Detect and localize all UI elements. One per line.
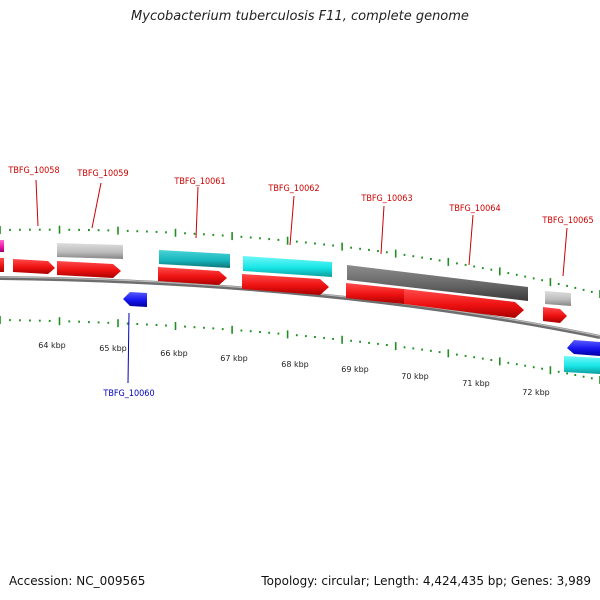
kbp-label: 65 kbp — [99, 344, 127, 353]
gene-label-10063: TBFG_10063 — [360, 194, 412, 204]
feature-gray-10059 — [57, 243, 123, 259]
gene-blue-right — [567, 340, 600, 356]
kbp-scale-labels: 64 kbp 65 kbp 66 kbp 67 kbp 68 kbp 69 kbp 70 k… — [38, 341, 550, 397]
gene-label-10060: TBFG_10060 — [102, 389, 154, 399]
gene-red-10061 — [158, 267, 227, 285]
gene-label-10062: TBFG_10062 — [267, 184, 319, 194]
gene-blue-10060 — [123, 292, 147, 307]
outer-tick-ring — [0, 225, 600, 298]
kbp-label: 69 kbp — [341, 365, 369, 374]
genome-backbone — [0, 276, 600, 339]
feature-cyan-right — [564, 356, 600, 374]
inner-tick-ring — [0, 316, 600, 384]
feature-cyan-10062 — [243, 256, 332, 277]
kbp-label: 68 kbp — [281, 360, 309, 369]
kbp-label: 67 kbp — [220, 354, 248, 363]
gene-red-10064 — [404, 289, 524, 318]
gene-red-10059 — [57, 261, 121, 278]
kbp-label: 72 kbp — [522, 388, 550, 397]
gene-label-10064: TBFG_10064 — [448, 204, 500, 214]
gene-label-10058: TBFG_10058 — [7, 166, 59, 176]
gene-red-10058 — [13, 259, 55, 274]
gene-red-10065 — [543, 307, 567, 323]
kbp-label: 66 kbp — [160, 349, 188, 358]
feature-magenta — [0, 240, 4, 252]
feature-blocks — [0, 240, 600, 374]
gene-label-10065: TBFG_10065 — [541, 216, 593, 226]
gene-red-edge — [0, 258, 4, 272]
feature-darkgray-10063 — [347, 265, 528, 301]
feature-gray-10065 — [545, 291, 571, 306]
gene-red-10063 — [346, 283, 404, 304]
gene-labels: TBFG_10058 TBFG_10059 TBFG_10061 TBFG_10062… — [7, 166, 593, 399]
gene-label-10061: TBFG_10061 — [173, 177, 225, 187]
gene-red-10062 — [242, 274, 329, 295]
summary-text: Topology: circular; Length: 4,424,435 bp… — [261, 574, 591, 588]
kbp-label: 71 kbp — [462, 379, 490, 388]
label-leaders — [35, 179, 568, 384]
kbp-label: 70 kbp — [401, 372, 429, 381]
feature-teal-10061 — [159, 250, 230, 268]
map-title: Mycobacterium tuberculosis F11, complete… — [131, 9, 469, 24]
gene-label-10059: TBFG_10059 — [76, 169, 128, 179]
kbp-label: 64 kbp — [38, 341, 66, 350]
accession-text: Accession: NC_009565 — [9, 574, 146, 588]
